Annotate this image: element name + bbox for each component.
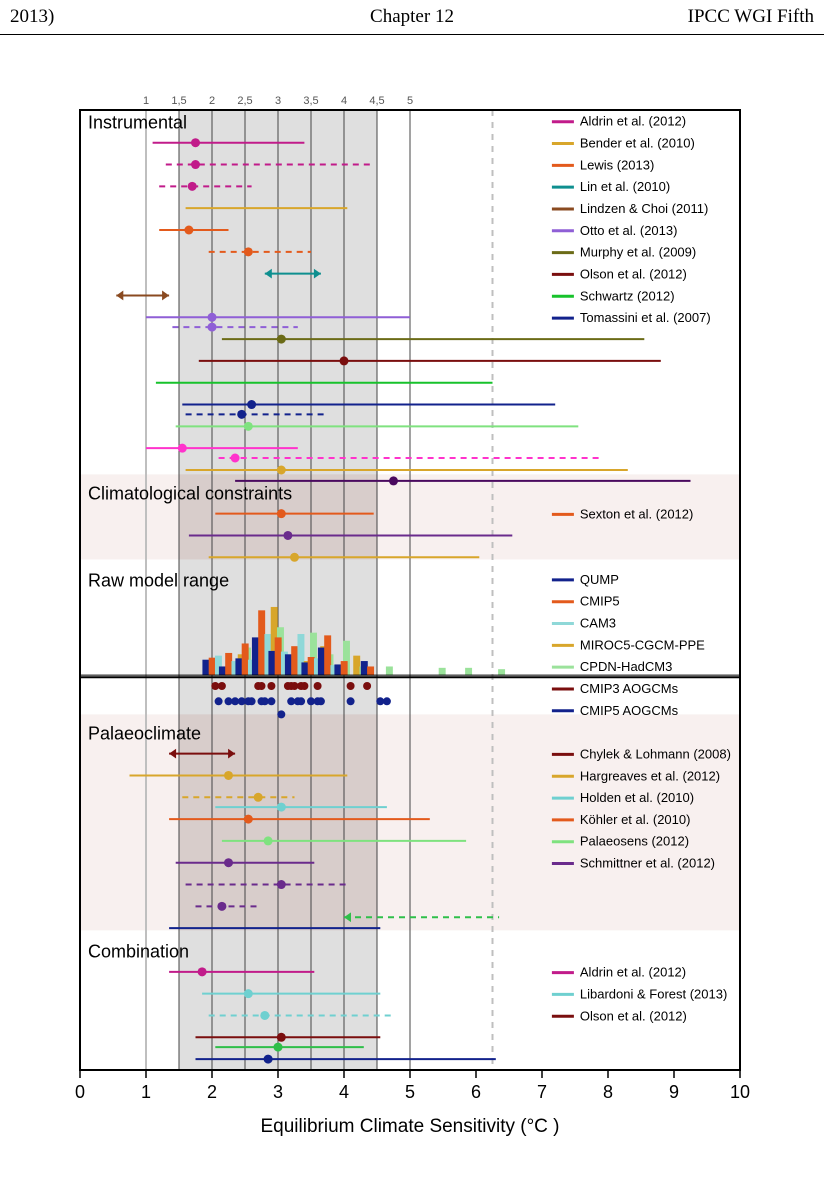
svg-text:9: 9 (669, 1082, 679, 1102)
x-axis-label: Equilibrium Climate Sensitivity (°C ) (60, 1116, 760, 1138)
svg-text:CPDN-HadCM3: CPDN-HadCM3 (580, 659, 672, 674)
svg-text:3: 3 (275, 95, 281, 107)
svg-text:Raw model range: Raw model range (88, 571, 229, 591)
svg-text:8: 8 (603, 1082, 613, 1102)
header-center: Chapter 12 (370, 6, 454, 28)
header-left: 2013) (10, 6, 54, 28)
svg-text:Murphy et al. (2009): Murphy et al. (2009) (580, 245, 696, 260)
svg-text:QUMP: QUMP (580, 572, 619, 587)
svg-text:Combination: Combination (88, 942, 189, 962)
svg-text:Schwartz (2012): Schwartz (2012) (580, 288, 675, 303)
svg-text:Köhler et al. (2010): Köhler et al. (2010) (580, 812, 691, 827)
ecs-summary-chart: 0 1 2 3 4 5 6 7 8 9 10 1 1,5 2 2,5 3 3,5 4 4,5 5 Instrumenta… (60, 80, 760, 1140)
svg-text:CMIP5 AOGCMs: CMIP5 AOGCMs (580, 703, 679, 718)
svg-text:Olson et al. (2012): Olson et al. (2012) (580, 1008, 687, 1023)
svg-text:Tomassini et al. (2007): Tomassini et al. (2007) (580, 310, 711, 325)
svg-text:Holden et al. (2010): Holden et al. (2010) (580, 790, 694, 805)
svg-text:Otto et al. (2013): Otto et al. (2013) (580, 223, 678, 238)
svg-text:Lindzen & Choi (2011): Lindzen & Choi (2011) (580, 201, 708, 216)
svg-text:5: 5 (405, 1082, 415, 1102)
svg-text:10: 10 (730, 1082, 750, 1102)
header-right: IPCC WGI Fifth (688, 6, 814, 28)
svg-text:Libardoni & Forest (2013): Libardoni & Forest (2013) (580, 986, 727, 1001)
svg-text:6: 6 (471, 1082, 481, 1102)
svg-text:Sexton et al. (2012): Sexton et al. (2012) (580, 506, 693, 521)
svg-text:Climatological constraints: Climatological constraints (88, 483, 292, 503)
svg-text:Instrumental: Instrumental (88, 113, 187, 133)
svg-text:CMIP3 AOGCMs: CMIP3 AOGCMs (580, 681, 679, 696)
svg-text:Bender et al. (2010): Bender et al. (2010) (580, 136, 695, 151)
svg-text:4,5: 4,5 (369, 95, 384, 107)
svg-text:5: 5 (407, 95, 413, 107)
svg-text:7: 7 (537, 1082, 547, 1102)
svg-text:1: 1 (141, 1082, 151, 1102)
svg-text:Aldrin et al. (2012): Aldrin et al. (2012) (580, 965, 686, 980)
svg-text:CAM3: CAM3 (580, 616, 616, 631)
svg-text:4: 4 (339, 1082, 349, 1102)
svg-text:2: 2 (209, 95, 215, 107)
svg-text:CMIP5: CMIP5 (580, 594, 620, 609)
svg-text:Palaeoclimate: Palaeoclimate (88, 723, 201, 743)
svg-text:Lin et al. (2010): Lin et al. (2010) (580, 179, 670, 194)
svg-text:4: 4 (341, 95, 347, 107)
svg-text:Schmittner et al. (2012): Schmittner et al. (2012) (580, 856, 715, 871)
svg-text:Aldrin et al. (2012): Aldrin et al. (2012) (580, 114, 686, 129)
svg-text:Hargreaves et al. (2012): Hargreaves et al. (2012) (580, 768, 720, 783)
header-rule (0, 34, 824, 35)
svg-text:2,5: 2,5 (237, 95, 252, 107)
svg-text:MIROC5-CGCM-PPE: MIROC5-CGCM-PPE (580, 637, 705, 652)
svg-text:2: 2 (207, 1082, 217, 1102)
svg-text:Lewis (2013): Lewis (2013) (580, 157, 654, 172)
svg-text:1,5: 1,5 (171, 95, 186, 107)
svg-text:0: 0 (75, 1082, 85, 1102)
svg-text:Olson et al. (2012): Olson et al. (2012) (580, 266, 687, 281)
svg-text:Chylek & Lohmann (2008): Chylek & Lohmann (2008) (580, 746, 731, 761)
svg-text:1: 1 (143, 95, 149, 107)
svg-text:Palaeosens (2012): Palaeosens (2012) (580, 834, 689, 849)
svg-text:3: 3 (273, 1082, 283, 1102)
svg-text:3,5: 3,5 (303, 95, 318, 107)
